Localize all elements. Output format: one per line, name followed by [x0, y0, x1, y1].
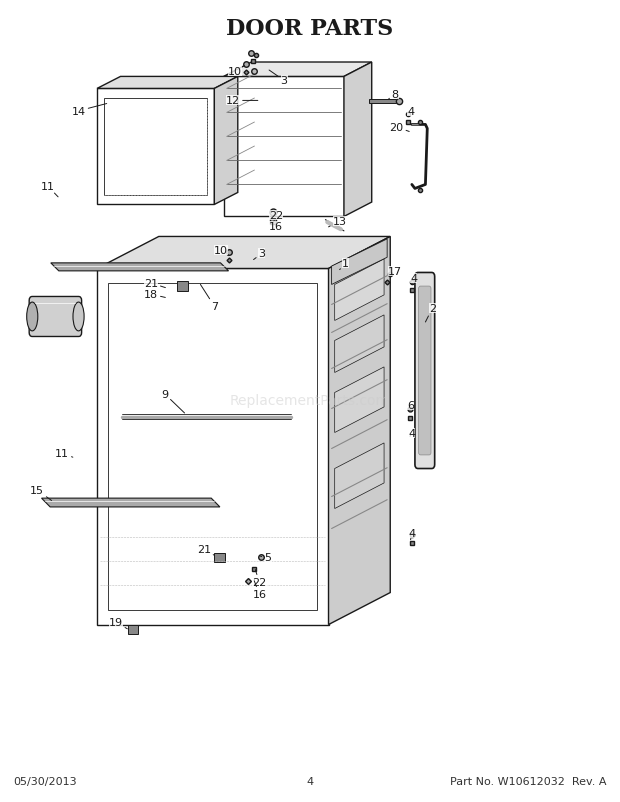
Text: 6: 6: [407, 400, 414, 411]
Polygon shape: [51, 264, 229, 272]
Text: 22: 22: [269, 211, 283, 223]
Polygon shape: [97, 237, 390, 269]
Text: 7: 7: [200, 285, 218, 312]
Text: 14: 14: [71, 104, 107, 116]
Text: 18: 18: [144, 290, 166, 300]
Polygon shape: [344, 63, 372, 217]
Text: 16: 16: [269, 222, 283, 232]
Text: 4: 4: [407, 107, 414, 117]
Text: 13: 13: [329, 217, 347, 228]
Ellipse shape: [73, 302, 84, 331]
Polygon shape: [97, 269, 329, 625]
Polygon shape: [97, 77, 238, 89]
Ellipse shape: [27, 302, 38, 331]
Text: 11: 11: [55, 449, 73, 459]
Text: ReplacementParts.com: ReplacementParts.com: [230, 394, 390, 408]
Text: 4: 4: [306, 776, 314, 786]
Text: 3: 3: [269, 71, 288, 87]
Bar: [177, 282, 188, 291]
Text: 20: 20: [389, 123, 409, 132]
Text: 10: 10: [213, 245, 229, 257]
Text: 1: 1: [340, 258, 349, 270]
Text: Part No. W10612032  Rev. A: Part No. W10612032 Rev. A: [450, 776, 606, 786]
Text: 17: 17: [388, 266, 402, 277]
Bar: [128, 626, 138, 634]
Text: 2: 2: [425, 304, 436, 322]
Text: 21: 21: [197, 544, 214, 555]
Text: 4: 4: [409, 528, 415, 540]
Text: 4: 4: [409, 428, 415, 438]
Text: 05/30/2013: 05/30/2013: [14, 776, 78, 786]
Text: 5: 5: [260, 552, 272, 562]
FancyBboxPatch shape: [29, 297, 82, 337]
Text: 12: 12: [226, 96, 258, 107]
Text: DOOR PARTS: DOOR PARTS: [226, 18, 394, 40]
FancyBboxPatch shape: [415, 273, 435, 469]
Text: 11: 11: [41, 182, 58, 197]
Bar: [215, 553, 226, 562]
Text: 16: 16: [252, 581, 267, 599]
Polygon shape: [224, 63, 372, 77]
Text: 3: 3: [254, 249, 265, 261]
Polygon shape: [335, 367, 384, 433]
Polygon shape: [329, 237, 390, 625]
Polygon shape: [42, 499, 220, 508]
Text: 22: 22: [252, 570, 267, 587]
Text: 19: 19: [108, 618, 127, 629]
Polygon shape: [332, 240, 387, 286]
Text: 15: 15: [30, 485, 51, 501]
Polygon shape: [97, 89, 215, 205]
Text: 21: 21: [144, 278, 166, 289]
Text: 10: 10: [228, 67, 244, 77]
Text: 8: 8: [389, 90, 399, 100]
Polygon shape: [335, 444, 384, 509]
Polygon shape: [335, 315, 384, 373]
Polygon shape: [335, 260, 384, 321]
FancyBboxPatch shape: [418, 286, 431, 456]
Polygon shape: [215, 77, 238, 205]
Polygon shape: [369, 99, 396, 103]
Text: 9: 9: [161, 390, 185, 414]
Text: 4: 4: [410, 273, 417, 286]
